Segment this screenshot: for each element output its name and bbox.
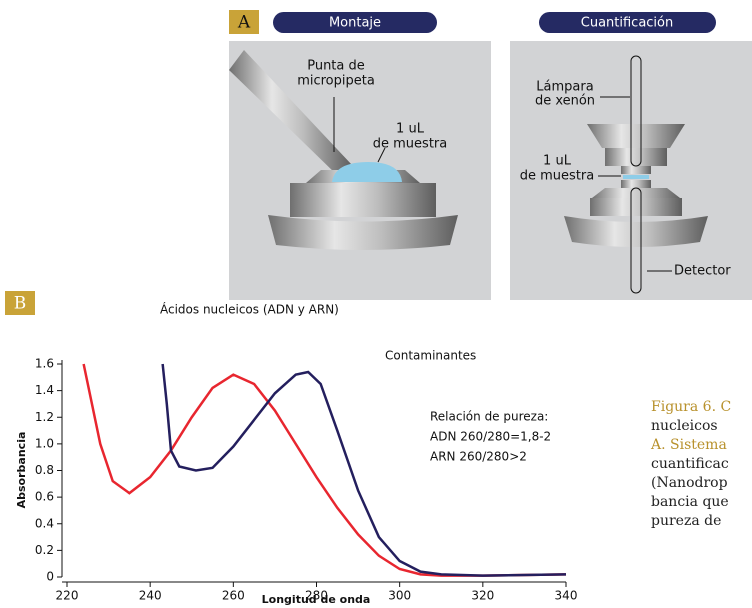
label: 1 uL bbox=[396, 122, 425, 137]
caption-line: cuantificac bbox=[651, 456, 729, 472]
y-tick-label: 0 bbox=[46, 570, 54, 584]
annotation: ARN 260/280>2 bbox=[430, 450, 527, 464]
caption-line: pureza de bbox=[651, 513, 721, 529]
y-tick-label: 1.4 bbox=[35, 383, 54, 397]
upper-pedestal bbox=[605, 148, 667, 166]
series-label: Contaminantes bbox=[385, 349, 476, 363]
annotation: Relación de pureza: bbox=[430, 410, 548, 424]
x-tick-label: 280 bbox=[305, 589, 328, 603]
x-tick-label: 260 bbox=[222, 589, 245, 603]
y-tick-label: 0.2 bbox=[35, 543, 54, 557]
caption-line: A. Sistema bbox=[650, 437, 727, 453]
y-tick-label: 1.0 bbox=[35, 436, 54, 450]
x-tick-label: 340 bbox=[555, 589, 578, 603]
pill-title: Cuantificación bbox=[581, 16, 674, 31]
y-tick-label: 0.8 bbox=[35, 463, 54, 477]
caption-line: (Nanodrop bbox=[651, 475, 728, 491]
y-axis-label: Absorbancia bbox=[15, 432, 28, 509]
pill-title: Montaje bbox=[329, 16, 381, 31]
upper-pedestal bbox=[587, 124, 685, 148]
y-tick-label: 1.2 bbox=[35, 410, 54, 424]
x-tick-label: 220 bbox=[56, 589, 79, 603]
lower-pedestal bbox=[590, 198, 682, 216]
y-tick-label: 1.6 bbox=[35, 357, 54, 371]
panel-label: B bbox=[14, 294, 27, 314]
caption-line: nucleicos bbox=[651, 418, 718, 434]
caption: Figura 6. C nucleicos A. Sistema cuantifica… bbox=[650, 399, 731, 529]
plot: 0 0.2 0.4 0.6 0.8 1.0 1.2 1.4 1.6 220 240 260 280 300… bbox=[35, 302, 578, 603]
caption-line: bancia que bbox=[651, 494, 729, 510]
panel-label: A bbox=[237, 13, 251, 33]
caption-line: Figura 6. C bbox=[651, 399, 731, 415]
label: Punta de bbox=[307, 59, 365, 74]
label: micropipeta bbox=[297, 74, 375, 89]
y-tick-label: 0.4 bbox=[35, 516, 54, 530]
label: 1 uL bbox=[543, 154, 572, 169]
series-label: Ácidos nucleicos (ADN y ARN) bbox=[160, 302, 339, 317]
x-tick-label: 240 bbox=[139, 589, 162, 603]
label: de muestra bbox=[373, 137, 447, 152]
pedestal bbox=[290, 183, 436, 217]
annotation: ADN 260/280=1,8-2 bbox=[430, 430, 551, 444]
y-tick-label: 0.6 bbox=[35, 490, 54, 504]
data-line bbox=[163, 364, 566, 576]
sample bbox=[623, 175, 649, 179]
label: Lámpara bbox=[536, 80, 593, 95]
page: A Montaje Cuantificación Punta de microp… bbox=[0, 0, 752, 608]
lower-pedestal bbox=[592, 188, 680, 198]
x-tick-label: 320 bbox=[471, 589, 494, 603]
figure: A Montaje Cuantificación Punta de microp… bbox=[0, 0, 752, 608]
lower-tip bbox=[621, 180, 651, 188]
label: de muestra bbox=[520, 169, 594, 184]
label: Detector bbox=[674, 264, 731, 279]
x-tick-label: 300 bbox=[388, 589, 411, 603]
upper-tip bbox=[621, 166, 651, 174]
label: de xenón bbox=[535, 94, 595, 109]
